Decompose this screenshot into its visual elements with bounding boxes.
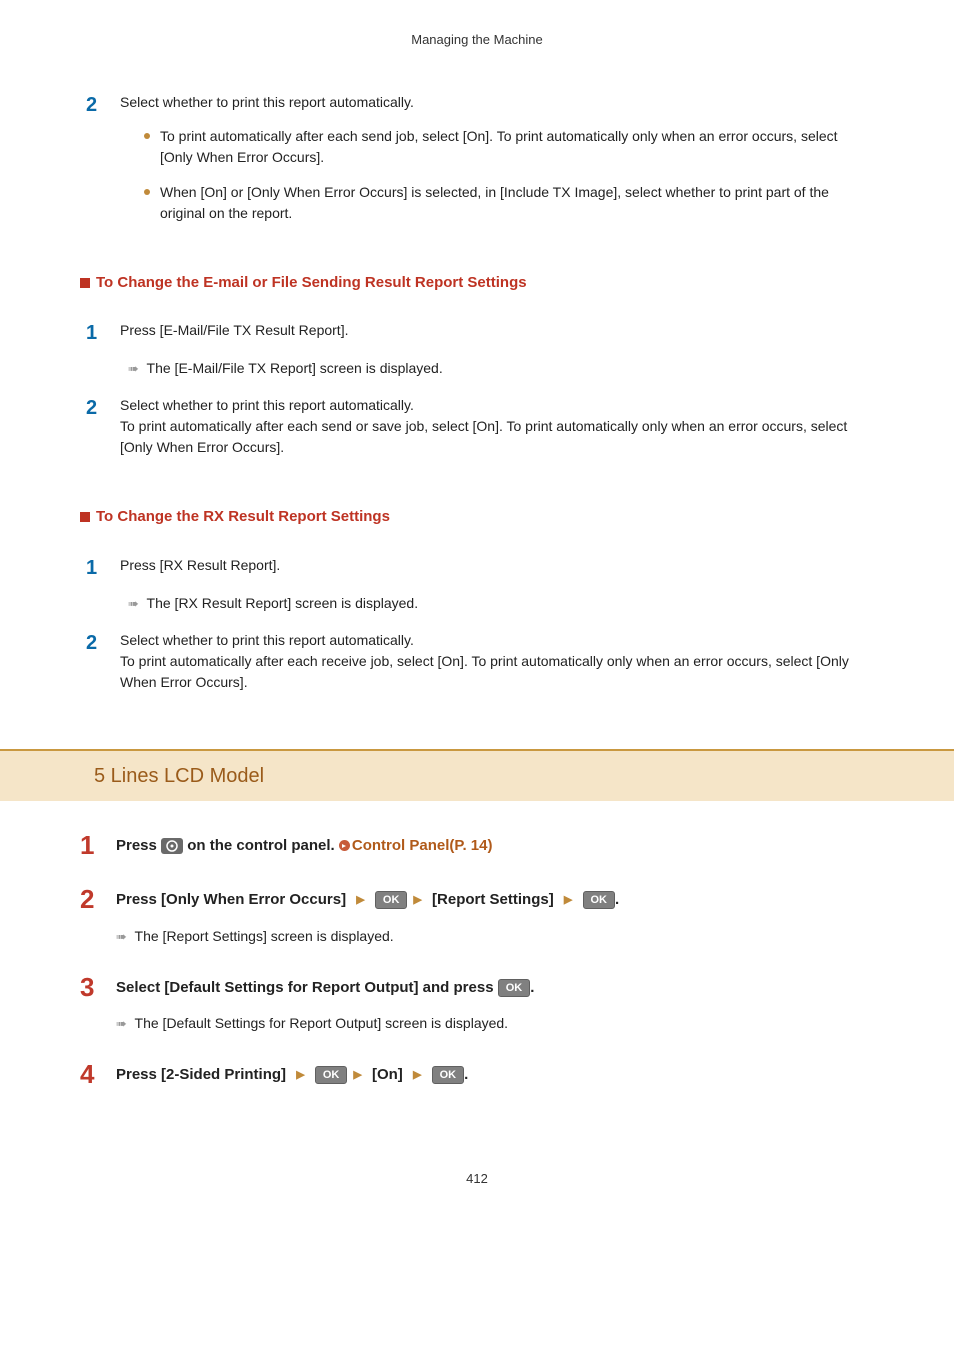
ok-key-icon: OK	[583, 891, 616, 909]
result-line: ➠ The [Report Settings] screen is displa…	[116, 926, 874, 947]
step-number: 2	[80, 628, 120, 658]
text-part: on the control panel.	[187, 837, 339, 854]
triangle-separator-icon: ▶	[347, 1067, 367, 1084]
section-title: 5 Lines LCD Model	[14, 761, 940, 791]
email-step-1: 1 Press [E-Mail/File TX Result Report].	[80, 318, 874, 348]
email-step-2: 2 Select whether to print this report au…	[80, 393, 874, 458]
step-text: Press [2-Sided Printing] ▶ OK▶ [On] ▶ OK…	[116, 1060, 874, 1087]
step-line-2: To print automatically after each receiv…	[120, 651, 874, 693]
result-arrow-icon: ➠	[116, 1014, 127, 1034]
ok-key-icon: OK	[432, 1066, 465, 1084]
lcd-step-2: 2 Press [Only When Error Occurs] ▶ OK▶ […	[80, 885, 874, 914]
result-line: ➠ The [Default Settings for Report Outpu…	[116, 1013, 874, 1034]
step-text: Press [E-Mail/File TX Result Report].	[120, 318, 874, 341]
triangle-separator-icon: ▶	[290, 1067, 310, 1084]
heading-rx: To Change the RX Result Report Settings	[80, 506, 874, 529]
step-number: 1	[80, 831, 116, 860]
red-square-icon	[80, 512, 90, 522]
heading-text: To Change the E-mail or File Sending Res…	[96, 272, 527, 295]
page-header: Managing the Machine	[80, 30, 874, 50]
step-text: Select whether to print this report auto…	[120, 90, 874, 113]
step-text: Select whether to print this report auto…	[120, 628, 874, 693]
triangle-separator-icon: ▶	[407, 1067, 427, 1084]
step-line-1: Select whether to print this report auto…	[120, 630, 874, 651]
top-step-2: 2 Select whether to print this report au…	[80, 90, 874, 120]
text-part: Select [Default Settings for Report Outp…	[116, 979, 498, 996]
bullet-dot-icon	[144, 133, 150, 139]
result-text: The [E-Mail/File TX Report] screen is di…	[147, 360, 443, 376]
status-monitor-icon	[161, 838, 183, 854]
text-part: [Report Settings]	[428, 891, 558, 908]
bullet-dot-icon	[144, 189, 150, 195]
reference-dot-icon	[339, 840, 350, 851]
text-part: .	[530, 979, 534, 996]
heading-email-file: To Change the E-mail or File Sending Res…	[80, 272, 874, 295]
rx-step-2: 2 Select whether to print this report au…	[80, 628, 874, 693]
text-part: [On]	[368, 1066, 407, 1083]
result-text: The [Report Settings] screen is displaye…	[135, 928, 394, 944]
step-text: Select whether to print this report auto…	[120, 393, 874, 458]
result-text: The [Default Settings for Report Output]…	[135, 1015, 509, 1031]
text-part: .	[464, 1066, 468, 1083]
step-line-1: Select whether to print this report auto…	[120, 395, 874, 416]
ok-key-icon: OK	[498, 979, 531, 997]
heading-text: To Change the RX Result Report Settings	[96, 506, 390, 529]
bullet-list: To print automatically after each send j…	[144, 126, 874, 224]
step-number: 1	[80, 553, 120, 583]
step-line-2: To print automatically after each send o…	[120, 416, 874, 458]
result-line: ➠ The [RX Result Report] screen is displ…	[128, 593, 874, 614]
section-banner: 5 Lines LCD Model	[0, 749, 954, 801]
ok-key-icon: OK	[375, 891, 408, 909]
ok-key-icon: OK	[315, 1066, 348, 1084]
step-text: Press on the control panel. Control Pane…	[116, 831, 874, 858]
red-square-icon	[80, 278, 90, 288]
text-part: Press [2-Sided Printing]	[116, 1066, 290, 1083]
bullet-item: To print automatically after each send j…	[144, 126, 874, 168]
result-text: The [RX Result Report] screen is display…	[147, 595, 419, 611]
step-number: 2	[80, 885, 116, 914]
lcd-step-1: 1 Press on the control panel. Control Pa…	[80, 831, 874, 860]
step-text: Press [RX Result Report].	[120, 553, 874, 576]
step-text: Press [Only When Error Occurs] ▶ OK▶ [Re…	[116, 885, 874, 912]
bullet-text: To print automatically after each send j…	[160, 126, 874, 168]
lcd-step-3: 3 Select [Default Settings for Report Ou…	[80, 973, 874, 1002]
bullet-item: When [On] or [Only When Error Occurs] is…	[144, 182, 874, 224]
step-number: 2	[80, 90, 120, 120]
lcd-step-4: 4 Press [2-Sided Printing] ▶ OK▶ [On] ▶ …	[80, 1060, 874, 1089]
cross-reference-link[interactable]: Control Panel(P. 14)	[352, 837, 493, 854]
page-number: 412	[80, 1169, 874, 1189]
triangle-separator-icon: ▶	[558, 892, 578, 909]
step-number: 1	[80, 318, 120, 348]
step-number: 2	[80, 393, 120, 423]
step-number: 4	[80, 1060, 116, 1089]
text-part: Press [Only When Error Occurs]	[116, 891, 350, 908]
text-part: .	[615, 891, 619, 908]
step-text: Select [Default Settings for Report Outp…	[116, 973, 874, 1000]
triangle-separator-icon: ▶	[407, 892, 427, 909]
result-line: ➠ The [E-Mail/File TX Report] screen is …	[128, 358, 874, 379]
rx-step-1: 1 Press [RX Result Report].	[80, 553, 874, 583]
result-arrow-icon: ➠	[128, 359, 139, 379]
result-arrow-icon: ➠	[116, 927, 127, 947]
result-arrow-icon: ➠	[128, 594, 139, 614]
triangle-separator-icon: ▶	[350, 892, 370, 909]
bullet-text: When [On] or [Only When Error Occurs] is…	[160, 182, 874, 224]
step-number: 3	[80, 973, 116, 1002]
text-part: Press	[116, 837, 161, 854]
